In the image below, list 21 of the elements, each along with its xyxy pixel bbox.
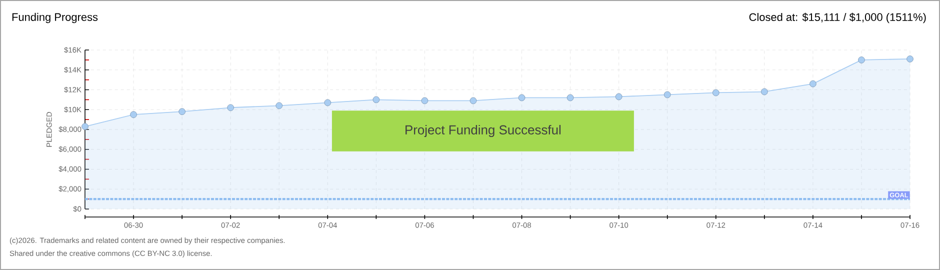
point [615,93,622,100]
point [227,104,234,112]
annotation: Project Funding Successful [406,124,561,138]
point [276,102,283,110]
point [712,89,720,96]
point [664,91,671,98]
chart-title: Funding Progress [12,12,98,24]
point [178,108,186,116]
point [858,56,865,64]
point [82,123,88,130]
point [906,56,914,62]
point [470,97,477,104]
point [421,97,428,104]
point [810,80,816,88]
point [130,111,137,118]
chart-subtitle: Closed at: $15,111 / $1,000 (1511%) [749,12,926,24]
point [324,99,332,106]
point [372,96,380,104]
point [518,94,526,102]
point [566,94,574,102]
point [761,88,768,96]
